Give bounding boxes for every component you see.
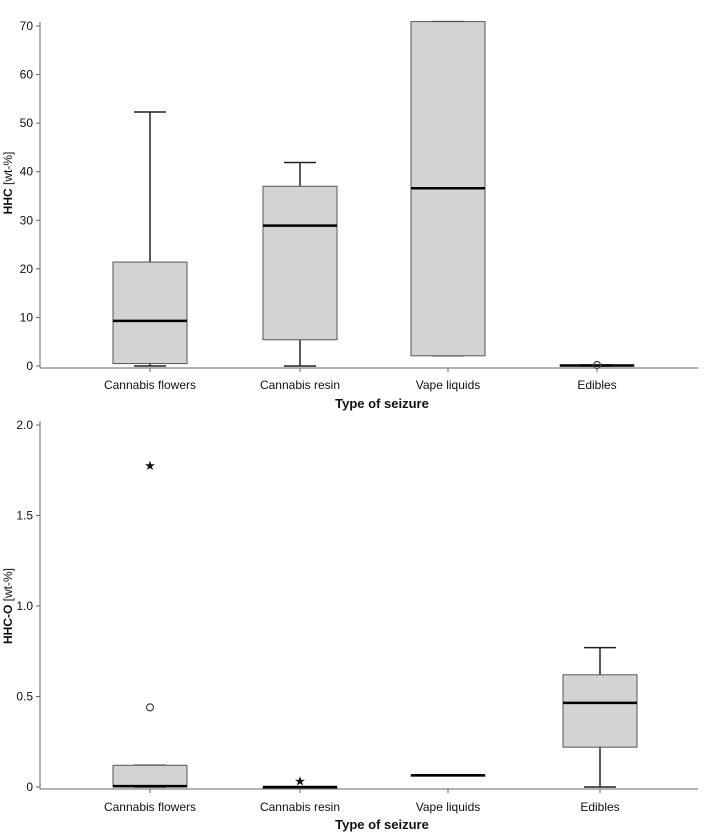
hhc-y-axis-label: HHC [wt-%]: [1, 152, 15, 215]
hhc-o-cannabis-flowers-box: [112, 764, 188, 788]
hhc-y-tick-label: 70: [20, 19, 34, 33]
hhc-o-y-axis-label-unit: [wt-%]: [1, 568, 15, 605]
hhc-x-axis-label: Type of seizure: [335, 396, 429, 411]
hhc-o-panel: HHC-O [wt-%] Type of seizure 0 0.5 1.0 1.5 2…: [1, 418, 698, 832]
hhc-y-tick-label: 40: [20, 165, 34, 179]
hhc-panel: HHC [wt-%] Type of seizure 0 10 20 30 40 50 60…: [1, 19, 698, 411]
hhc-o-x-axis-label: Type of seizure: [335, 817, 429, 832]
hhc-cannabis-resin-boxplot: [262, 161, 338, 367]
hhc-category-label-cannabis-flowers: Cannabis flowers: [104, 378, 196, 392]
hhc-o-category-label-edibles: Edibles: [580, 800, 619, 814]
hhc-y-tick-label: 20: [20, 262, 34, 276]
hhc-o-y-tick-label: 1.0: [16, 599, 33, 613]
hhc-o-category-label-cannabis-resin: Cannabis resin: [260, 800, 340, 814]
hhc-o-vape-liquids-boxplot: [410, 773, 486, 777]
hhc-y-tick-label: 50: [20, 116, 34, 130]
hhc-o-cannabis-resin-outlier-star: ★: [294, 774, 306, 789]
hhc-category-label-cannabis-resin: Cannabis resin: [260, 378, 340, 392]
hhc-y-tick-label: 30: [20, 213, 34, 227]
hhc-y-tick-label: 10: [20, 310, 34, 324]
hhc-o-edibles-box: [562, 674, 638, 748]
hhc-o-cannabis-flowers-outlier-star: ★: [144, 458, 156, 473]
hhc-o-y-tick-label: 0.5: [16, 690, 33, 704]
hhc-o-cannabis-flowers-outlier-circle: [145, 703, 155, 712]
hhc-o-y-tick-label: 0: [26, 780, 33, 794]
hhc-category-label-edibles: Edibles: [577, 378, 616, 392]
hhc-vape-liquids-boxplot: [410, 20, 486, 357]
hhc-o-edibles-boxplot: [562, 646, 638, 788]
hhc-edibles-outlier-circle: [592, 360, 602, 370]
hhc-y-axis-label-main: HHC: [1, 188, 15, 214]
hhc-o-y-tick-label: 1.5: [16, 509, 33, 523]
hhc-o-y-axis-label-main: HHC-O: [1, 605, 15, 644]
hhc-y-tick-label: 0: [26, 359, 33, 373]
hhc-o-category-label-vape-liquids: Vape liquids: [416, 800, 481, 814]
hhc-cannabis-flowers-boxplot: [112, 111, 188, 367]
hhc-o-y-axis-label: HHC-O [wt-%]: [1, 568, 15, 644]
hhc-y-tick-label: 60: [20, 68, 34, 82]
hhc-cannabis-resin-box: [262, 185, 338, 341]
hhc-o-cannabis-resin-boxplot: ★: [262, 774, 338, 789]
hhc-o-cannabis-flowers-boxplot: ★: [112, 458, 188, 788]
hhc-o-category-label-cannabis-flowers: Cannabis flowers: [104, 800, 196, 814]
hhc-o-y-tick-label: 2.0: [16, 418, 33, 432]
hhc-category-label-vape-liquids: Vape liquids: [416, 378, 481, 392]
hhc-cannabis-flowers-box: [112, 261, 188, 365]
hhc-y-axis-label-unit: [wt-%]: [1, 152, 15, 189]
hhc-edibles-boxplot: [559, 360, 635, 370]
